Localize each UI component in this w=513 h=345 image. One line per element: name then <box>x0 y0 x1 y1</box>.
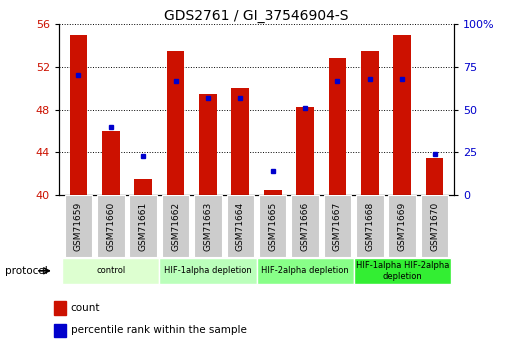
Bar <box>393 35 411 195</box>
Text: GSM71665: GSM71665 <box>268 201 277 250</box>
Bar <box>361 51 379 195</box>
FancyBboxPatch shape <box>162 195 189 257</box>
Bar <box>134 179 152 195</box>
Bar <box>296 107 314 195</box>
FancyBboxPatch shape <box>324 195 351 257</box>
FancyBboxPatch shape <box>227 195 254 257</box>
FancyBboxPatch shape <box>353 258 451 284</box>
Bar <box>70 35 87 195</box>
Text: GDS2761 / GI_37546904-S: GDS2761 / GI_37546904-S <box>164 9 349 23</box>
Text: HIF-2alpha depletion: HIF-2alpha depletion <box>261 266 349 275</box>
Bar <box>54 324 66 337</box>
FancyBboxPatch shape <box>291 195 319 257</box>
FancyBboxPatch shape <box>160 258 256 284</box>
Text: GSM71660: GSM71660 <box>106 201 115 250</box>
Text: control: control <box>96 266 125 275</box>
Text: GSM71668: GSM71668 <box>365 201 374 250</box>
FancyBboxPatch shape <box>97 195 125 257</box>
Bar <box>102 131 120 195</box>
Text: count: count <box>71 303 100 313</box>
Bar <box>54 301 66 315</box>
FancyBboxPatch shape <box>421 195 448 257</box>
Text: GSM71663: GSM71663 <box>204 201 212 250</box>
Bar <box>167 51 185 195</box>
FancyBboxPatch shape <box>65 195 92 257</box>
FancyBboxPatch shape <box>256 258 353 284</box>
Text: protocol: protocol <box>5 266 48 276</box>
Text: GSM71667: GSM71667 <box>333 201 342 250</box>
Text: GSM71662: GSM71662 <box>171 201 180 250</box>
Text: GSM71661: GSM71661 <box>139 201 148 250</box>
FancyBboxPatch shape <box>259 195 286 257</box>
FancyBboxPatch shape <box>356 195 384 257</box>
Text: percentile rank within the sample: percentile rank within the sample <box>71 325 247 335</box>
FancyBboxPatch shape <box>62 258 160 284</box>
Text: GSM71666: GSM71666 <box>301 201 309 250</box>
Bar <box>328 58 346 195</box>
Text: HIF-1alpha HIF-2alpha
depletion: HIF-1alpha HIF-2alpha depletion <box>356 261 449 280</box>
Bar <box>264 190 282 195</box>
Text: HIF-1alpha depletion: HIF-1alpha depletion <box>164 266 252 275</box>
Bar <box>199 93 217 195</box>
FancyBboxPatch shape <box>194 195 222 257</box>
FancyBboxPatch shape <box>129 195 157 257</box>
Text: GSM71670: GSM71670 <box>430 201 439 250</box>
Text: GSM71659: GSM71659 <box>74 201 83 250</box>
Text: GSM71669: GSM71669 <box>398 201 407 250</box>
Bar <box>426 158 443 195</box>
FancyBboxPatch shape <box>388 195 416 257</box>
Text: GSM71664: GSM71664 <box>236 201 245 250</box>
Bar <box>231 88 249 195</box>
